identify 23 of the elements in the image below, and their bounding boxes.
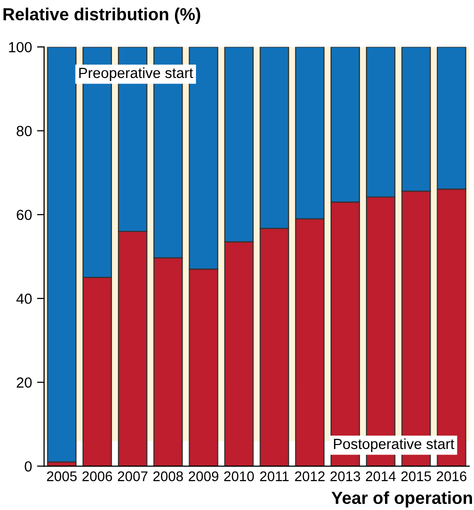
x-tick-label: 2008 — [153, 471, 183, 482]
series-label: Postoperative start — [334, 438, 454, 452]
y-tick-label: 0 — [24, 461, 32, 472]
x-tick-label: 2015 — [401, 471, 431, 482]
x-tick-label: 2012 — [295, 471, 325, 482]
x-axis-title: Year of operation — [332, 491, 472, 508]
x-tick-label: 2013 — [330, 471, 360, 482]
x-tick-label: 2010 — [224, 471, 254, 482]
y-tick-label: 40 — [16, 294, 32, 304]
x-tick-label: 2006 — [82, 471, 112, 482]
x-tick-label: 2014 — [366, 471, 396, 482]
x-tick-label: 2011 — [260, 471, 289, 482]
y-tick-label: 80 — [16, 126, 32, 136]
x-tick-label: 2007 — [118, 471, 148, 482]
x-tick-label: 2005 — [47, 471, 77, 482]
bar — [47, 46, 77, 463]
y-tick-label: 100 — [9, 42, 32, 52]
x-tick-label: 2009 — [188, 471, 218, 482]
y-tick-label: 60 — [16, 210, 32, 220]
x-tick-label: 2016 — [436, 471, 466, 482]
y-axis-title: Relative distribution (%) — [4, 8, 200, 24]
y-tick-label: 20 — [16, 377, 32, 388]
series-label: Preoperative start — [79, 67, 194, 81]
